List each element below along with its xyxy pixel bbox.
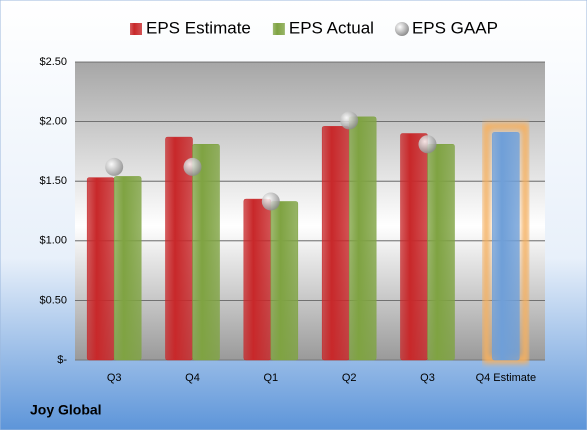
- legend-marker: [394, 22, 409, 36]
- legend-label: EPS Actual: [289, 18, 374, 37]
- gaap-marker: [340, 111, 359, 130]
- legend-label: EPS Estimate: [146, 18, 251, 37]
- bar: [321, 126, 350, 361]
- bar: [492, 132, 520, 361]
- x-tick-label: Q4: [185, 372, 200, 384]
- plot-area: [75, 62, 545, 360]
- y-tick-label: $1.50: [39, 175, 67, 187]
- x-tick-label: Q3: [107, 372, 122, 384]
- legend-marker: [130, 23, 142, 35]
- gaap-marker: [418, 135, 437, 154]
- legend-label: EPS GAAP: [412, 18, 498, 37]
- bar: [348, 116, 377, 361]
- y-tick-label: $2.00: [39, 116, 67, 128]
- bar: [400, 133, 428, 361]
- x-tick-label: Q1: [263, 372, 278, 384]
- x-tick-label: Q4 Estimate: [476, 372, 537, 384]
- bar: [192, 143, 220, 361]
- legend-marker: [272, 23, 285, 35]
- bar: [86, 177, 115, 361]
- x-tick-label: Q2: [342, 372, 357, 384]
- bar: [427, 143, 455, 361]
- footer: Joy Global: [30, 402, 102, 418]
- y-tick-label: $-: [57, 354, 67, 366]
- gaap-marker: [261, 192, 280, 211]
- gaap-marker: [105, 157, 124, 176]
- y-tick-label: $2.50: [39, 56, 67, 68]
- y-tick-label: $1.00: [39, 235, 67, 247]
- bar: [113, 176, 142, 361]
- y-tick-label: $0.50: [39, 294, 67, 306]
- gaap-marker: [183, 157, 202, 176]
- x-tick-label: Q3: [420, 372, 435, 384]
- bar: [243, 198, 272, 361]
- bar: [270, 201, 299, 361]
